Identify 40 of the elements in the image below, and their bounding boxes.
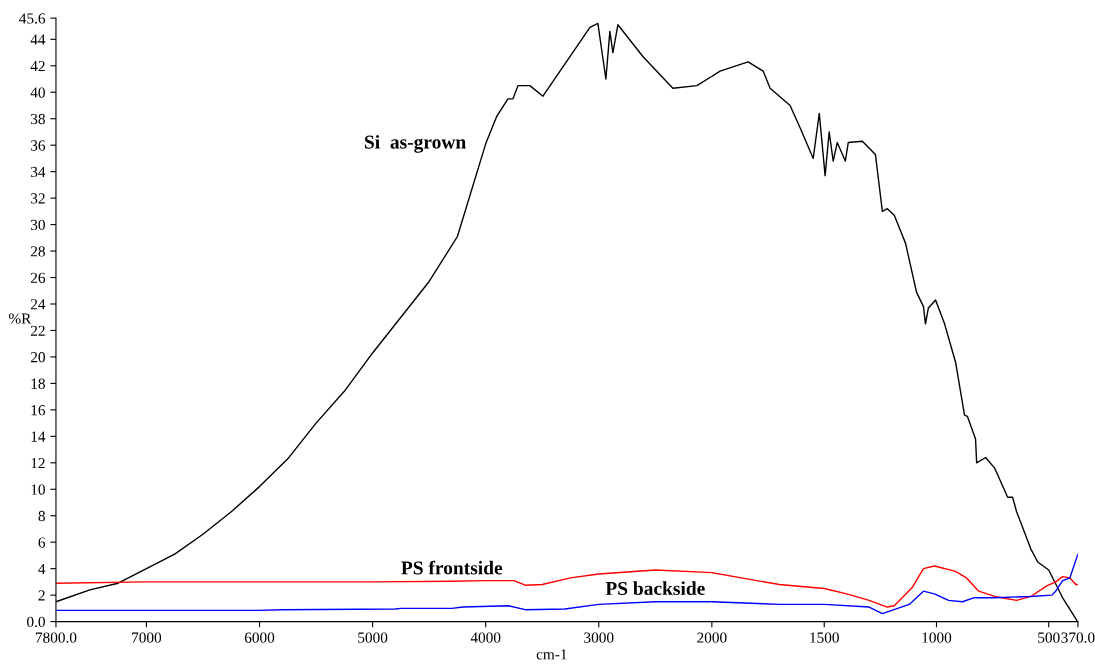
y-tick-label: 0.0 <box>27 616 45 628</box>
y-tick-label: 42 <box>30 60 45 72</box>
y-tick-label: 6 <box>38 537 46 548</box>
y-tick-label: 18 <box>31 378 45 389</box>
y-tick-label: 36 <box>30 140 46 151</box>
y-tick-label: 40 <box>30 87 45 98</box>
y-axis-title: %R <box>8 313 32 324</box>
y-tick-label: 38 <box>30 113 45 125</box>
y-tick-label: 14 <box>31 431 46 442</box>
y-tick-label: 26 <box>30 272 46 283</box>
y-tick-label: 16 <box>31 405 46 416</box>
x-tick-label: 5000 <box>358 632 388 643</box>
x-tick-label: 370.0 <box>1061 632 1095 643</box>
y-tick-label: 10 <box>31 484 45 495</box>
series-label: Si as-grown <box>364 134 466 153</box>
y-tick-label: 4 <box>38 563 46 574</box>
series-label: PS frontside <box>401 560 503 575</box>
y-tick-label: 44 <box>30 34 46 45</box>
x-tick-label: 4000 <box>470 632 501 643</box>
y-tick-label: 20 <box>30 352 45 363</box>
x-tick-label: 1500 <box>810 632 839 643</box>
y-tick-label: 30 <box>30 219 45 231</box>
y-tick-label: 34 <box>30 166 46 178</box>
series-label: PS backside <box>605 581 705 596</box>
y-tick-label: 45.6 <box>19 13 46 24</box>
x-tick-label: 2000 <box>697 632 727 643</box>
x-tick-label: 3000 <box>584 632 614 643</box>
x-axis-title: cm-1 <box>536 649 567 660</box>
y-tick-label: 22 <box>30 325 45 336</box>
y-tick-label: 2 <box>38 590 45 601</box>
x-tick-label: 6000 <box>244 632 275 643</box>
y-tick-label: 28 <box>30 246 45 257</box>
x-tick-label: 7800.0 <box>35 632 77 643</box>
x-tick-label: 7000 <box>132 632 162 643</box>
y-tick-label: 24 <box>30 299 46 310</box>
y-tick-label: 8 <box>38 510 45 522</box>
y-tick-label: 12 <box>31 457 45 469</box>
x-tick-label: 1000 <box>922 632 952 643</box>
x-tick-label: 500 <box>1038 632 1060 643</box>
y-tick-label: 32 <box>30 193 45 204</box>
